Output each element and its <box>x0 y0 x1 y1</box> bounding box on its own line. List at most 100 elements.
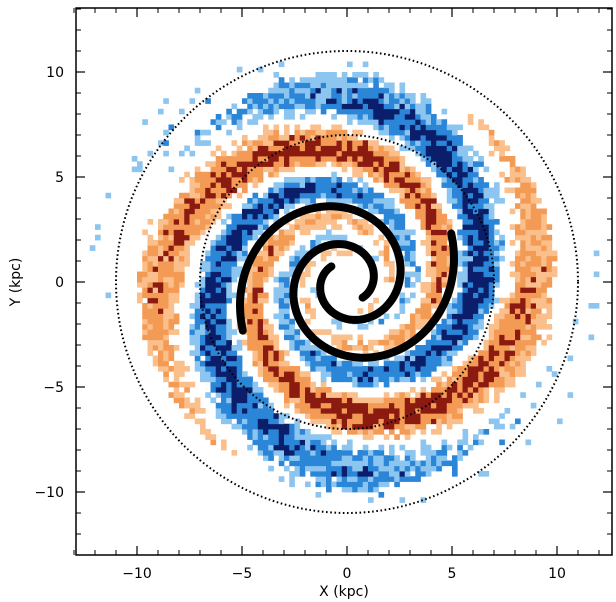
heatmap-cell <box>536 318 542 325</box>
heatmap-cell <box>247 308 253 314</box>
heatmap-cell <box>499 423 505 430</box>
heatmap-cell <box>373 255 379 262</box>
heatmap-cell <box>284 444 290 451</box>
heatmap-cell <box>425 261 432 267</box>
heatmap-cell <box>525 318 532 325</box>
heatmap-cell <box>462 145 469 152</box>
heatmap-cell <box>478 250 484 257</box>
heatmap-cell <box>357 486 364 493</box>
heatmap-cell <box>541 276 547 283</box>
heatmap-cell <box>294 198 301 204</box>
heatmap-cell <box>252 261 259 267</box>
heatmap-cell <box>399 192 406 199</box>
heatmap-cell <box>368 198 374 204</box>
heatmap-cell <box>362 77 369 83</box>
heatmap-cell <box>347 465 353 472</box>
heatmap-cell <box>357 156 364 162</box>
heatmap-cell <box>541 339 547 346</box>
heatmap-cell <box>415 182 421 188</box>
heatmap-cell <box>420 129 427 136</box>
heatmap-cell <box>389 161 395 167</box>
heatmap-cell <box>284 182 290 188</box>
heatmap-cell <box>399 366 406 372</box>
heatmap-cell <box>173 392 180 398</box>
heatmap-cell <box>289 87 295 94</box>
heatmap-cell <box>467 114 474 120</box>
heatmap-cell <box>257 402 264 409</box>
heatmap-cell <box>441 119 448 125</box>
heatmap-cell <box>221 203 227 209</box>
heatmap-cell <box>410 177 416 183</box>
heatmap-cell <box>137 297 143 304</box>
heatmap-cell <box>494 276 500 283</box>
heatmap-cell <box>152 329 159 335</box>
heatmap-cell <box>252 208 259 215</box>
heatmap-cell <box>536 240 542 246</box>
heatmap-cell <box>394 402 400 409</box>
heatmap-cell <box>247 93 253 99</box>
heatmap-cell <box>378 98 385 104</box>
heatmap-cell <box>546 271 553 278</box>
heatmap-cell <box>494 366 500 372</box>
heatmap-cell <box>483 308 490 314</box>
heatmap-cell <box>257 324 264 330</box>
heatmap-cell <box>273 129 280 136</box>
heatmap-cell <box>368 434 374 440</box>
heatmap-cell <box>420 397 427 404</box>
heatmap-cell <box>399 497 406 503</box>
heatmap-cell <box>179 150 185 157</box>
heatmap-cell <box>483 387 490 393</box>
heatmap-cell <box>483 229 490 236</box>
heatmap-cell <box>326 145 332 152</box>
heatmap-cell <box>299 297 306 304</box>
heatmap-cell <box>236 119 243 125</box>
heatmap-cell <box>200 423 206 430</box>
heatmap-cell <box>326 135 332 141</box>
heatmap-cell <box>331 450 337 456</box>
heatmap-cell <box>305 465 311 472</box>
heatmap-cell <box>226 366 232 372</box>
heatmap-cell <box>546 276 553 283</box>
heatmap-cell <box>404 471 411 477</box>
heatmap-cell <box>347 392 353 398</box>
heatmap-cell <box>383 261 390 267</box>
heatmap-cell <box>247 171 253 178</box>
heatmap-cell <box>441 318 448 325</box>
heatmap-cell <box>499 245 505 251</box>
heatmap-cell <box>467 287 474 293</box>
heatmap-cell <box>152 282 159 288</box>
heatmap-cell <box>278 460 285 467</box>
heatmap-cell <box>278 429 285 435</box>
heatmap-cell <box>494 392 500 398</box>
heatmap-cell <box>436 392 442 398</box>
heatmap-cell <box>173 345 180 351</box>
heatmap-cell <box>420 450 427 456</box>
heatmap-cell <box>394 234 400 241</box>
heatmap-cell <box>520 318 526 325</box>
heatmap-cell <box>404 234 411 241</box>
heatmap-cell <box>278 366 285 372</box>
heatmap-cell <box>389 124 395 131</box>
heatmap-cell <box>294 471 301 477</box>
heatmap-cell <box>242 187 248 194</box>
heatmap-cell <box>336 324 343 330</box>
x-tick-label: −5 <box>232 566 253 582</box>
heatmap-cell <box>194 171 201 178</box>
heatmap-cell <box>305 229 311 236</box>
heatmap-cell <box>404 324 411 330</box>
heatmap-cell <box>163 266 169 272</box>
heatmap-cell <box>404 119 411 125</box>
heatmap-cell <box>347 345 353 351</box>
heatmap-cell <box>368 339 374 346</box>
heatmap-cell <box>221 381 227 388</box>
heatmap-cell <box>263 329 269 335</box>
heatmap-cell <box>357 366 364 372</box>
heatmap-cell <box>257 166 264 173</box>
heatmap-cell <box>467 444 474 451</box>
heatmap-cell <box>420 156 427 162</box>
heatmap-cell <box>462 329 469 335</box>
heatmap-cell <box>137 292 143 299</box>
heatmap-cell <box>215 413 222 419</box>
heatmap-cell <box>462 434 469 440</box>
heatmap-cell <box>347 156 353 162</box>
